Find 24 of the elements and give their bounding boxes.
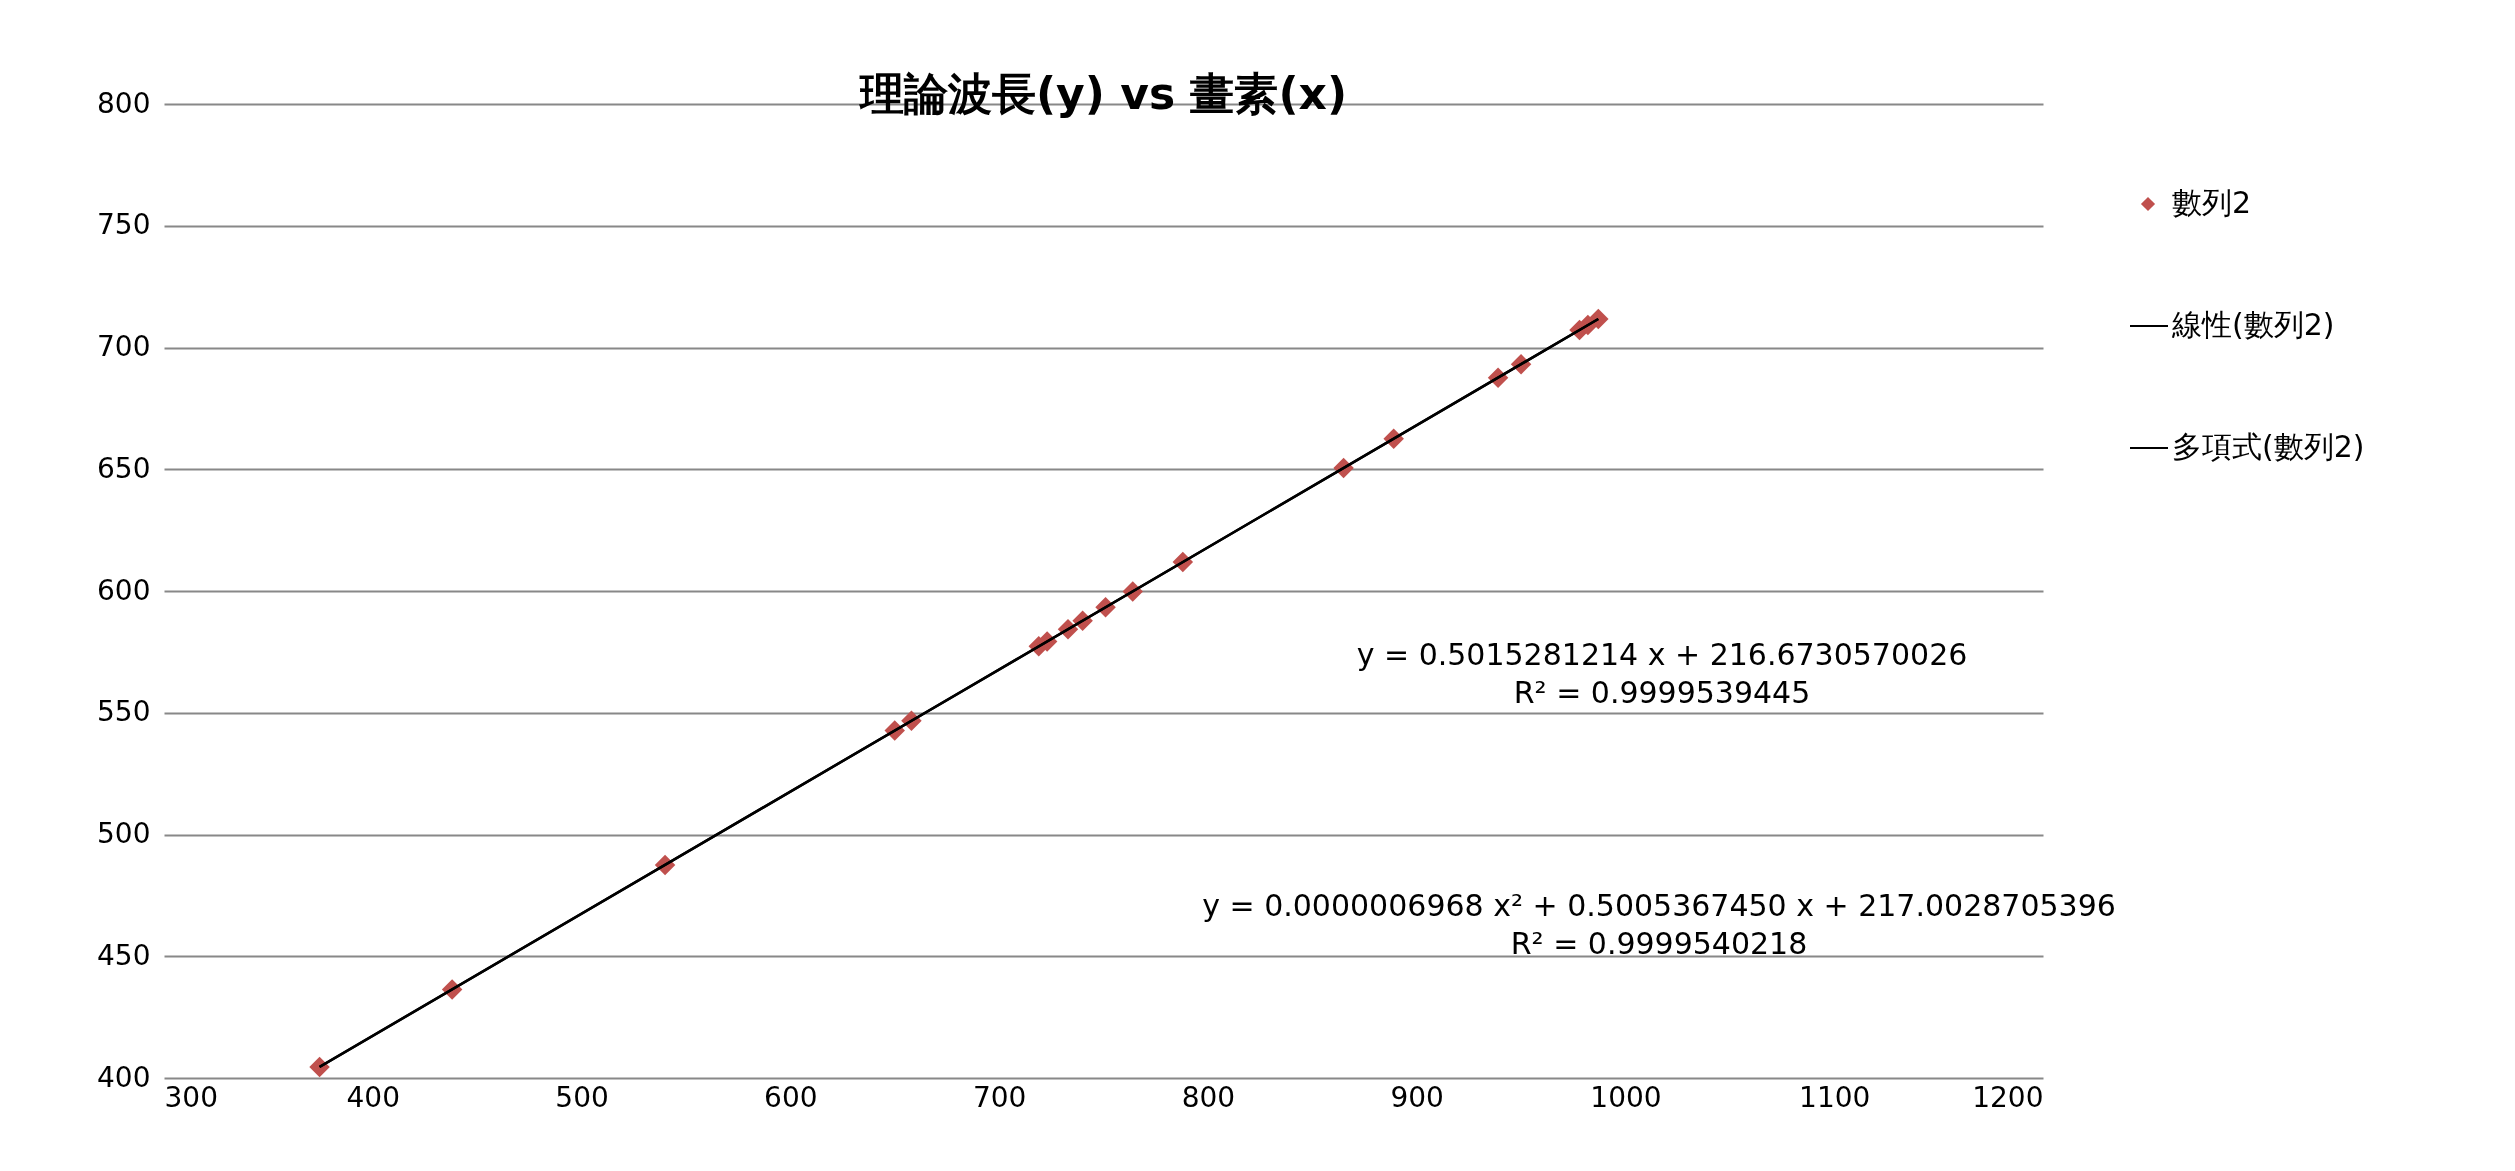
legend-label: 線性(數列2) [2171, 307, 2335, 342]
annotation: y = 0.5015281214 x + 216.6730570026 R² = 0.9999539445 [1356, 637, 1968, 710]
y-tick-label: 650 [97, 451, 151, 485]
x-tick-label: 900 [1390, 1080, 1444, 1114]
x-tick-label: 1200 [1972, 1080, 2044, 1114]
y-tick-label: 800 [97, 86, 151, 120]
y-tick-label: 450 [97, 938, 151, 972]
legend-label: 數列2 [2172, 185, 2252, 220]
y-tick-label: 550 [97, 695, 151, 729]
x-tick-label: 1100 [1799, 1080, 1871, 1114]
x-tick-label: 300 [164, 1080, 218, 1114]
y-tick-label: 500 [97, 817, 151, 850]
legend-label: 多項式(數列2) [2172, 429, 2365, 464]
x-tick-label: 700 [972, 1080, 1027, 1114]
x-tick-label: 800 [1181, 1080, 1236, 1114]
chart-title: 理論波長(y) vs 畫素(x) [857, 68, 1348, 119]
x-tick-label: 500 [555, 1080, 609, 1114]
y-tick-label: 750 [97, 208, 151, 242]
x-tick-label: 600 [764, 1080, 818, 1114]
annotation: y = 0.0000006968 x² + 0.5005367450 x + 217.0028705396 R² = 0.9999540218 [1202, 888, 2116, 961]
x-tick-label: 1000 [1590, 1080, 1662, 1114]
y-tick-label: 700 [97, 330, 151, 363]
x-tick-label: 400 [346, 1080, 400, 1114]
y-tick-label: 600 [97, 573, 151, 607]
